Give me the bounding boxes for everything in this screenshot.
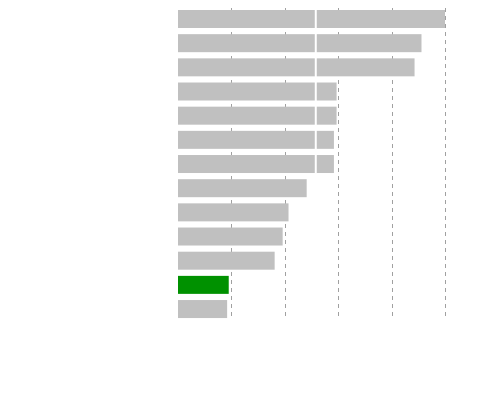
bar bbox=[178, 34, 422, 53]
bar bbox=[178, 10, 445, 28]
bar bbox=[178, 227, 283, 246]
bar bbox=[178, 82, 337, 101]
bar bbox=[178, 251, 275, 270]
bar bbox=[178, 300, 228, 319]
bar bbox=[178, 275, 229, 294]
bar bbox=[178, 179, 307, 198]
bar bbox=[178, 58, 415, 77]
bar bbox=[178, 203, 289, 222]
bar bbox=[178, 155, 334, 174]
bar bbox=[178, 106, 337, 125]
bar bbox=[178, 130, 334, 149]
